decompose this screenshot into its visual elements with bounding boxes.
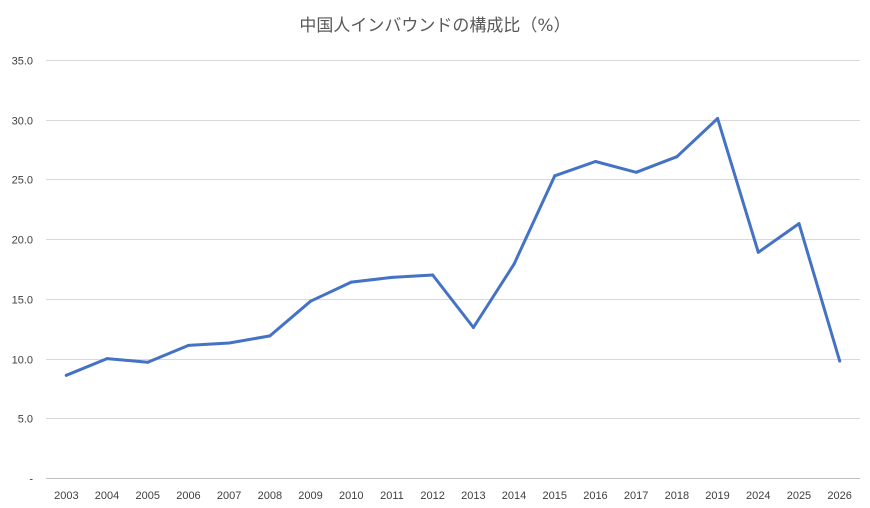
y-tick-label: 30.0: [12, 116, 33, 128]
data-point: [309, 299, 313, 303]
data-point: [838, 359, 842, 363]
data-point: [105, 357, 109, 361]
y-tick-label: -: [29, 474, 33, 486]
data-point: [675, 155, 679, 159]
x-tick-label: 2012: [420, 490, 444, 502]
data-point: [187, 343, 190, 347]
x-axis: 2003 2004 2005 2006 2007 2008 2009 2010 2011 2012…: [54, 490, 852, 502]
y-tick-label: 10.0: [12, 355, 33, 367]
data-point: [512, 262, 516, 266]
data-point: [594, 160, 597, 163]
x-tick-label: 2019: [705, 490, 729, 502]
x-tick-label: 2026: [827, 490, 851, 502]
x-tick-label: 2017: [624, 490, 648, 502]
x-tick-label: 2010: [339, 490, 363, 502]
x-tick-label: 2003: [54, 490, 78, 502]
data-point: [716, 117, 720, 120]
x-tick-label: 2013: [461, 490, 485, 502]
y-axis: - 5.0 10.0 15.0 20.0 25.0 30.0 35.0: [12, 56, 34, 486]
y-tick-label: 20.0: [12, 235, 33, 247]
x-tick-label: 2007: [217, 490, 241, 502]
data-point: [349, 280, 353, 284]
data-point: [227, 341, 231, 345]
data-point: [634, 170, 638, 174]
data-point: [756, 250, 760, 254]
series-layer: [64, 117, 842, 377]
chart-title: 中国人インバウンドの構成比（%）: [299, 16, 570, 36]
y-tick-label: 35.0: [12, 56, 33, 68]
x-tick-label: 2008: [258, 490, 282, 502]
x-tick-label: 2024: [746, 490, 770, 502]
data-point: [553, 174, 557, 178]
x-tick-label: 2011: [380, 490, 404, 502]
x-tick-label: 2018: [665, 490, 689, 502]
x-tick-label: 2004: [95, 490, 119, 502]
y-tick-label: 15.0: [12, 295, 33, 307]
x-tick-label: 2006: [176, 490, 200, 502]
series-line: [64, 117, 842, 377]
data-point: [797, 222, 801, 226]
x-tick-label: 2025: [787, 490, 811, 502]
data-point: [471, 326, 475, 329]
gridlines: [46, 60, 860, 479]
data-point: [390, 275, 394, 279]
x-tick-label: 2014: [502, 490, 526, 502]
data-point: [431, 273, 435, 277]
x-tick-label: 2015: [543, 490, 567, 502]
data-point: [64, 373, 68, 377]
data-point: [268, 334, 272, 338]
x-tick-label: 2009: [298, 490, 322, 502]
y-tick-label: 25.0: [12, 175, 33, 187]
x-tick-label: 2005: [136, 490, 160, 502]
data-point: [146, 360, 150, 364]
y-tick-label: 5.0: [18, 414, 33, 426]
x-tick-label: 2016: [583, 490, 607, 502]
